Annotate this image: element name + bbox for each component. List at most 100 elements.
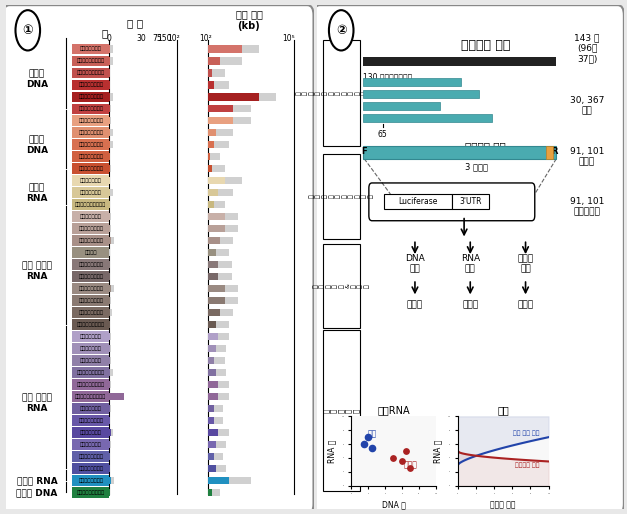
Bar	[109, 58, 110, 65]
Bar	[72, 80, 109, 90]
Text: 네오바이러스과: 네오바이러스과	[80, 406, 102, 411]
Bar	[109, 465, 110, 472]
Bar	[208, 489, 221, 497]
Text: 91, 101
플라스미드: 91, 101 플라스미드	[570, 197, 604, 216]
Point	[397, 457, 407, 466]
Text: 시퀀싱: 시퀀싱	[462, 300, 478, 309]
Bar	[208, 273, 231, 281]
Text: 트
랜
스
펙
션
&
시
퀀
싱: 트 랜 스 펙 션 & 시 퀀 싱	[313, 284, 370, 288]
Text: 지놈 크기
(kb): 지놈 크기 (kb)	[236, 9, 263, 31]
Bar	[109, 297, 110, 304]
Bar	[72, 403, 109, 414]
Bar	[208, 69, 212, 77]
Bar	[109, 369, 110, 376]
Bar	[109, 441, 112, 448]
Bar	[208, 417, 223, 425]
Bar	[109, 94, 110, 101]
Bar	[109, 213, 110, 221]
Bar	[109, 369, 113, 376]
Bar	[72, 188, 109, 198]
Bar	[208, 201, 214, 209]
Bar	[208, 58, 221, 65]
Text: 지노모바이러스과: 지노모바이러스과	[78, 142, 103, 148]
Bar	[208, 45, 259, 52]
Bar	[109, 177, 110, 185]
Bar	[109, 201, 110, 209]
Text: 파르보바이러스과: 파르보바이러스과	[78, 131, 103, 135]
Bar	[109, 105, 112, 113]
Bar	[208, 489, 212, 497]
Bar	[109, 357, 110, 364]
Bar	[109, 130, 110, 137]
Bar	[208, 369, 216, 376]
Bar	[208, 321, 229, 328]
Bar	[72, 451, 109, 462]
Bar	[208, 261, 231, 268]
Bar	[208, 333, 229, 340]
Text: 겹가닥
DNA: 겹가닥 DNA	[26, 69, 48, 88]
Bar	[208, 45, 242, 52]
Bar	[208, 225, 238, 232]
Bar	[109, 357, 112, 364]
Bar	[208, 273, 218, 281]
Bar	[72, 199, 109, 210]
Bar	[208, 261, 218, 268]
Bar	[208, 369, 226, 376]
Point	[359, 440, 369, 448]
Bar	[72, 211, 109, 222]
Bar	[109, 213, 111, 221]
Circle shape	[16, 10, 40, 50]
Text: 마토나바이러스과: 마토나바이러스과	[78, 262, 103, 267]
Bar	[208, 117, 251, 124]
Text: 폴리오마바이러스과: 폴리오마바이러스과	[76, 59, 105, 63]
Bar	[208, 189, 218, 196]
Bar	[208, 297, 224, 304]
Text: 비
목
이
스
시
매
금
매
비
비: 비 목 이 스 시 매 금 매 비 비	[309, 195, 373, 198]
Bar	[72, 379, 109, 390]
Bar	[109, 345, 110, 353]
Bar	[208, 58, 242, 65]
Bar	[72, 428, 109, 438]
Bar	[109, 309, 112, 317]
Bar	[109, 393, 124, 400]
Bar	[109, 417, 110, 425]
Bar	[109, 166, 111, 173]
Text: 0: 0	[107, 34, 112, 43]
Text: 헬피스바이러스과: 헬피스바이러스과	[78, 95, 103, 99]
Text: 시퀀싱: 시퀀싱	[407, 300, 423, 309]
Text: 더
큰
에
뮬
국
이
공
이
유
팔
이
타
이
드: 더 큰 에 뮬 국 이 공 이 유 팔 이 타 이 드	[296, 91, 386, 95]
Bar	[72, 271, 109, 282]
Text: 음성 외가닥
RNA: 음성 외가닥 RNA	[22, 393, 52, 413]
Text: 헤파드나바이러스과: 헤파드나바이러스과	[76, 490, 105, 495]
Text: 양성 외가닥
RNA: 양성 외가닥 RNA	[22, 261, 52, 281]
Bar	[208, 393, 229, 400]
Bar	[72, 235, 109, 246]
Bar	[72, 91, 109, 102]
Bar	[208, 213, 238, 221]
Bar	[109, 225, 110, 232]
Bar	[109, 333, 111, 340]
Bar	[208, 153, 221, 160]
Title: 번역: 번역	[497, 406, 509, 415]
Text: 해당없음: 해당없음	[85, 250, 97, 255]
Bar	[109, 130, 113, 137]
Text: 에스트로바이러스과: 에스트로바이러스과	[76, 322, 105, 327]
Bar	[109, 249, 110, 256]
Bar	[208, 429, 229, 436]
Bar	[208, 381, 218, 389]
Bar	[109, 45, 113, 52]
Bar	[208, 465, 226, 472]
Bar	[362, 90, 480, 98]
Text: RNA
추출: RNA 추출	[461, 254, 480, 273]
Text: ②: ②	[336, 24, 347, 37]
Bar	[545, 146, 553, 159]
Bar	[72, 152, 109, 162]
Bar	[109, 405, 111, 412]
Bar	[208, 117, 233, 124]
Text: 스마코바이러스과: 스마코바이러스과	[78, 118, 103, 123]
Bar	[208, 81, 229, 88]
Bar	[208, 477, 229, 484]
Bar	[208, 321, 216, 328]
Bar	[208, 441, 216, 448]
Bar	[72, 247, 109, 258]
